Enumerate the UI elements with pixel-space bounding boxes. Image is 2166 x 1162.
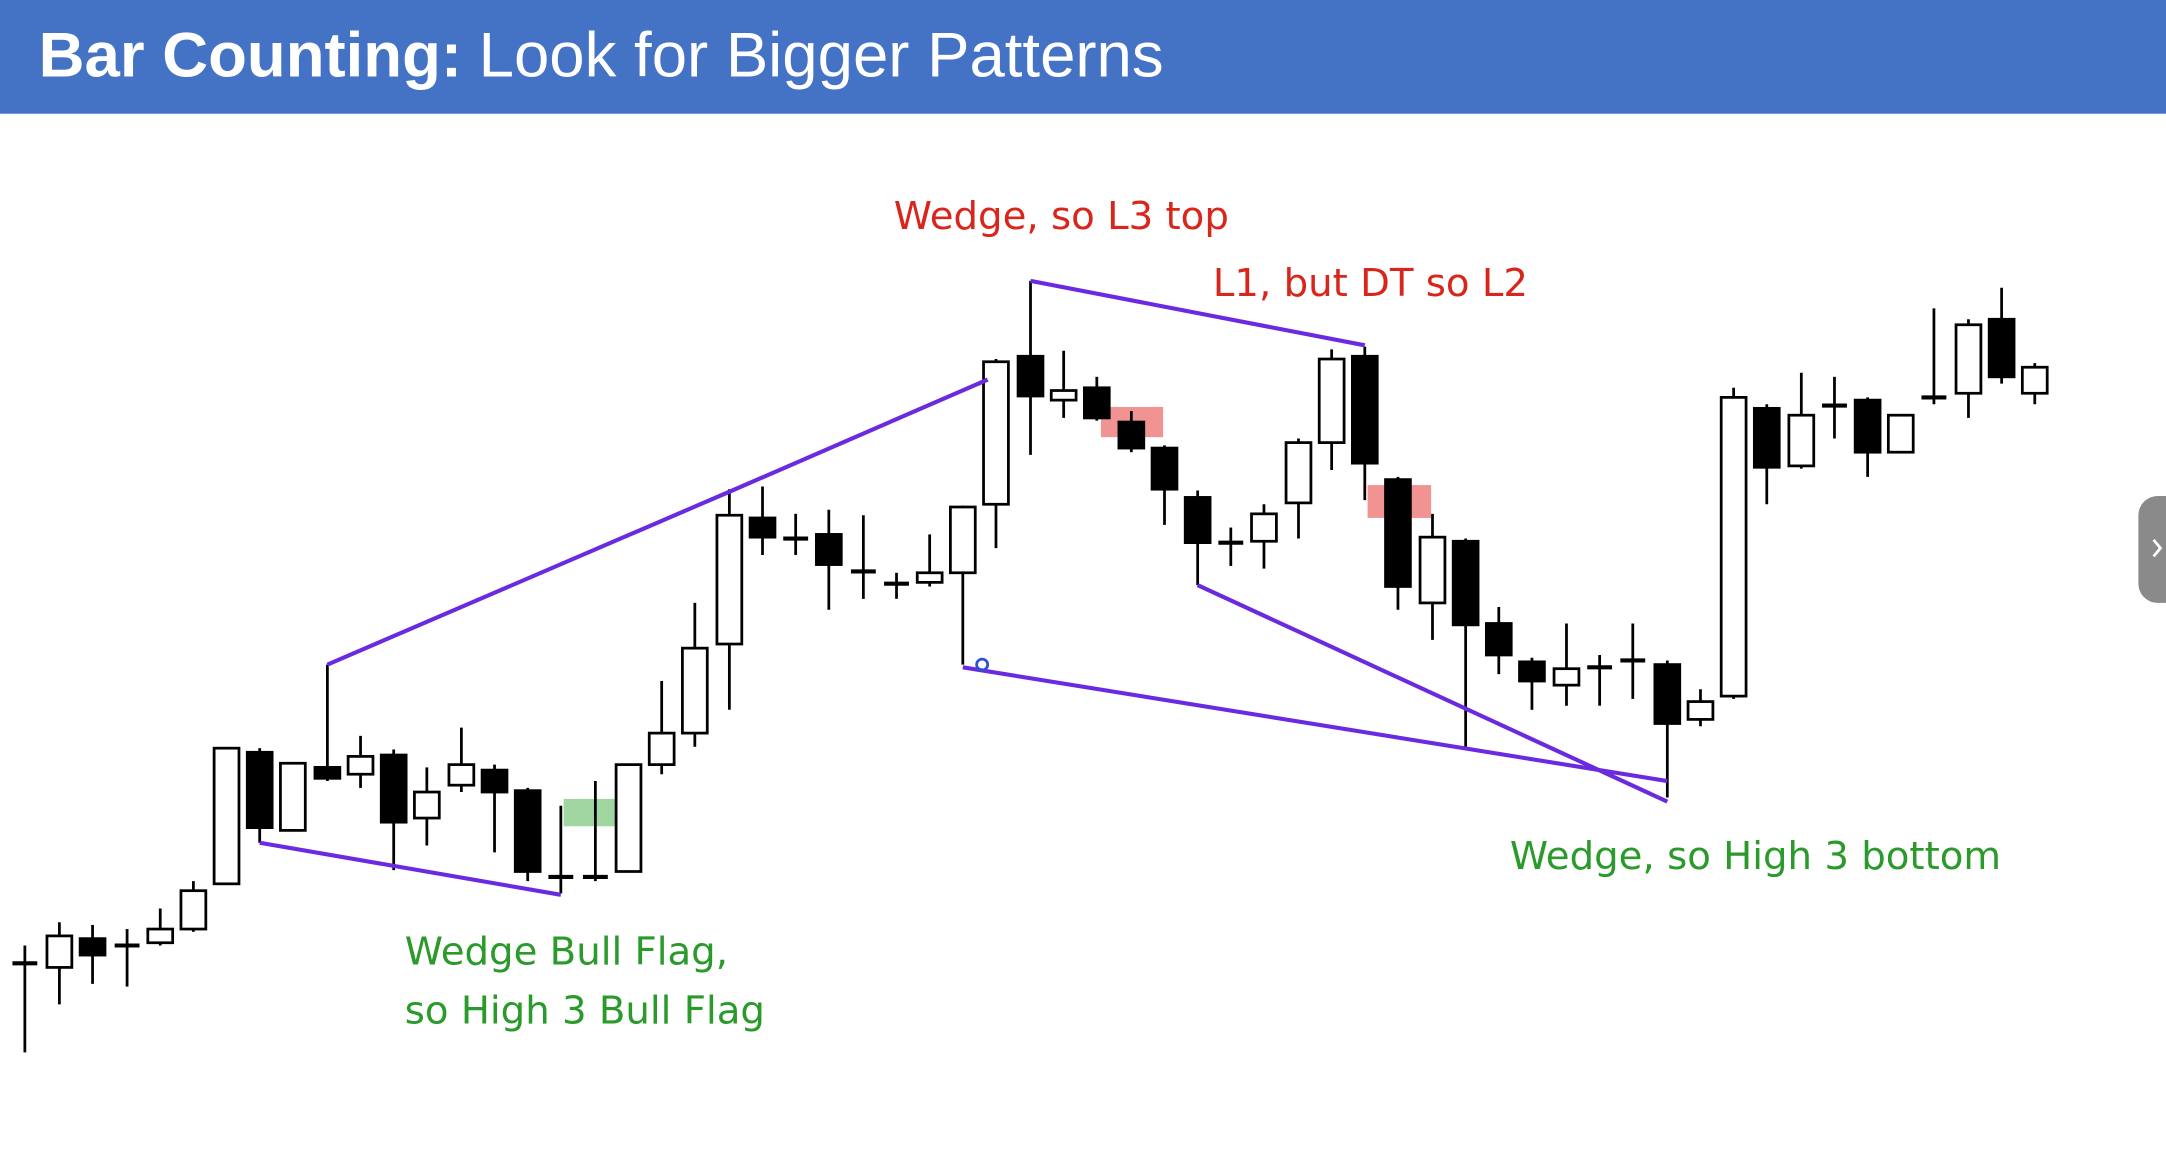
wedge-line: [326, 377, 989, 667]
candle-body: [413, 790, 441, 820]
title-bold: Bar Counting:: [39, 21, 462, 91]
candle-body: [1150, 446, 1179, 491]
annotation: Wedge, so L3 top: [894, 194, 1229, 239]
candle-body: [1853, 398, 1882, 454]
candle-body: [1787, 413, 1816, 468]
candle-body: [1484, 622, 1513, 657]
candle-body: [1552, 667, 1581, 687]
candle-body: [1954, 323, 1983, 395]
candle-body: [815, 533, 843, 566]
candle-body: [279, 761, 307, 832]
side-handle-arrow[interactable]: [2152, 539, 2163, 558]
candle-body: [2020, 365, 2049, 395]
candle-body: [982, 360, 1010, 506]
header-title: Bar Counting: Look for Bigger Patterns: [39, 21, 1164, 91]
annotation: Wedge Bull Flag,: [405, 930, 728, 975]
candle-body: [1719, 396, 1748, 698]
candle-body: [1384, 478, 1412, 588]
candle-body: [1250, 512, 1278, 543]
candle-body: [1987, 317, 2016, 379]
candle-body: [748, 516, 777, 539]
candle-body: [1686, 700, 1715, 721]
candle-body: [1350, 354, 1379, 465]
candle-body: [379, 753, 408, 824]
candle-body: [1117, 420, 1146, 450]
candle-body: [212, 746, 241, 886]
candle-body: [346, 755, 375, 776]
candle-body: [245, 750, 274, 830]
side-handle-bg[interactable]: [2138, 496, 2166, 603]
candle-body: [715, 513, 744, 646]
wedge-line: [1030, 278, 1366, 348]
candle-body: [1518, 660, 1546, 683]
candle-body: [1653, 663, 1682, 725]
candle-body: [647, 731, 676, 766]
candle-body: [949, 505, 977, 575]
candle-body: [1317, 357, 1346, 444]
title-rest: Look for Bigger Patterns: [479, 21, 1164, 91]
candle-body: [179, 889, 208, 931]
candlesticks: [12, 280, 2049, 1053]
cursor-dot: [975, 657, 990, 672]
candle-body: [1752, 406, 1781, 469]
wedge-line: [259, 840, 562, 897]
candle-body: [1284, 441, 1313, 505]
candle-body: [1418, 535, 1447, 605]
candle-body: [915, 571, 944, 584]
candle-body: [1451, 539, 1480, 627]
candle-body: [1886, 413, 1915, 454]
trend-lines: [259, 278, 1669, 897]
candle-body: [45, 934, 74, 969]
candle-body: [681, 646, 709, 735]
annotation: L1, but DT so L2: [1213, 261, 1528, 306]
candle-body: [614, 763, 643, 873]
candle-body: [1083, 386, 1111, 420]
side-handle[interactable]: [2138, 496, 2166, 603]
candle-body: [513, 789, 542, 873]
candle-body: [78, 937, 107, 957]
wedge-line: [962, 665, 1668, 784]
candle-body: [1016, 354, 1045, 398]
annotation: Wedge, so High 3 bottom: [1510, 834, 2001, 879]
candle-body: [313, 765, 342, 780]
wedge-line: [1196, 583, 1669, 804]
candle-body: [1183, 496, 1212, 545]
annotation: so High 3 Bull Flag: [405, 989, 765, 1034]
header-bar: [0, 0, 2166, 114]
candle-body: [447, 763, 476, 787]
candle-body: [480, 768, 509, 794]
candle-body: [146, 927, 175, 945]
candle-body: [1049, 389, 1078, 402]
